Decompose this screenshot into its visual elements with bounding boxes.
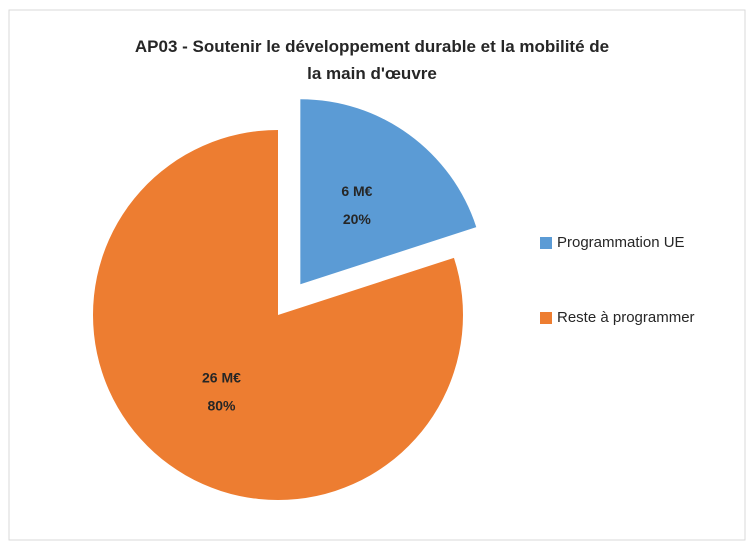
chart-title: AP03 - Soutenir le développement durable… bbox=[135, 37, 609, 83]
pie-slice bbox=[93, 130, 464, 500]
legend-label: Programmation UE bbox=[557, 234, 685, 251]
legend-swatch bbox=[540, 312, 552, 324]
data-label: 20% bbox=[343, 211, 372, 227]
pie-slice bbox=[300, 99, 477, 285]
legend-swatch bbox=[540, 237, 552, 249]
data-label-amount: 6 M€ bbox=[341, 183, 372, 199]
data-label: 80% bbox=[207, 398, 236, 414]
legend-label: Reste à programmer bbox=[557, 309, 695, 326]
data-label-amount: 26 M€ bbox=[202, 370, 241, 386]
